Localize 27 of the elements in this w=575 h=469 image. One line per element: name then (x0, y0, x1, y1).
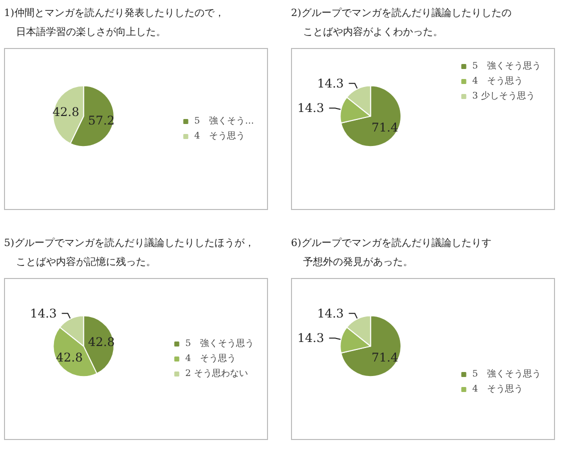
legend-label: 4 そう思う (185, 353, 236, 364)
legend-label: 5 強くそう思う (472, 368, 542, 380)
chart-subtitle: 予想外の発見があった。 (302, 256, 414, 270)
legend-label: 3 少しそう思う (472, 90, 535, 102)
chart-subtitle: ことばや内容がよくわかった。 (302, 26, 444, 40)
data-label: 57.2 (88, 113, 115, 128)
chart-subtitle: ことばや内容が記憶に残った。 (15, 256, 157, 270)
legend-label: 4 そう思う (194, 130, 246, 142)
data-label: 42.8 (56, 350, 83, 365)
data-label: 14.3 (30, 306, 57, 320)
chart-subtitle: 日本語学習の楽しさが向上した。 (15, 26, 167, 40)
data-label: 14.3 (317, 306, 344, 320)
chart-title: 1)仲間とマンガを読んだり発表したりしたので， (4, 6, 226, 21)
chart-title: 6)グループでマンガを読んだり議論したりす (291, 236, 492, 251)
chart-title: 5)グループでマンガを読んだり議論したりしたほうが， (4, 236, 256, 251)
data-label: 71.4 (371, 350, 399, 365)
data-label: 14.3 (297, 331, 324, 346)
legend-label: 2 そう思わない (185, 368, 248, 379)
legend-label: 4 そう思う (472, 76, 524, 86)
legend-label: 5 強くそう思う (185, 338, 254, 349)
legend-label: 5 強くそう… (194, 116, 254, 126)
data-label: 14.3 (297, 101, 324, 116)
legend-label: 4 そう思う (472, 384, 524, 394)
data-label: 71.4 (371, 120, 399, 135)
legend-label: 5 強くそう思う (472, 60, 542, 72)
data-label: 14.3 (317, 76, 344, 90)
chart-title: 2)グループでマンガを読んだり議論したりしたの (291, 6, 512, 21)
